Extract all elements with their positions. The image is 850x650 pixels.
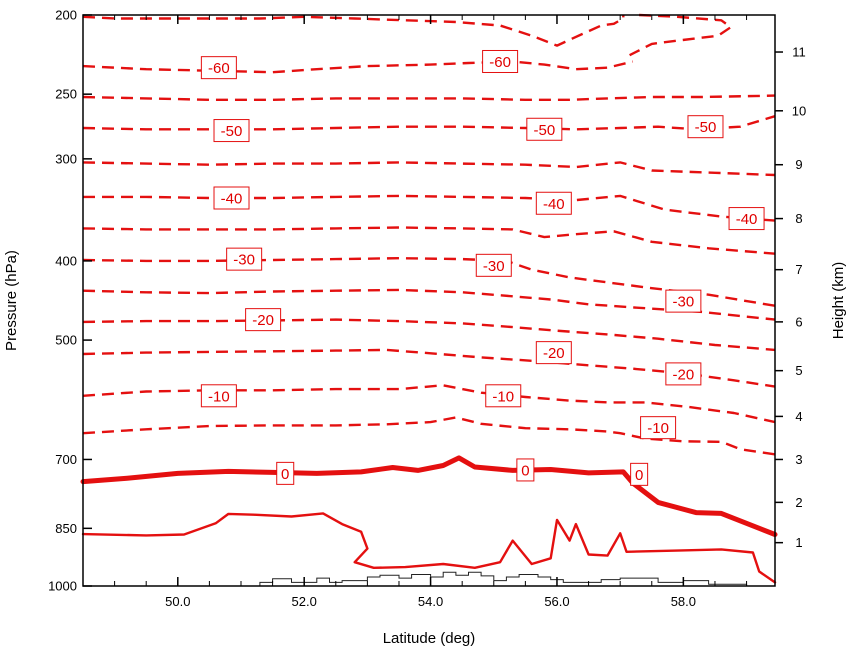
y2-tick-label: 3 <box>795 452 802 467</box>
y2-tick-label: 7 <box>795 262 802 277</box>
contour-label: -50 <box>221 123 243 140</box>
contour-label-box <box>213 119 250 143</box>
contour-label-box <box>213 186 250 210</box>
contour-label: 0 <box>635 467 643 484</box>
contour-label-box <box>226 247 263 271</box>
contour-line <box>82 318 776 352</box>
contour-label-box <box>276 461 295 485</box>
contour-line <box>82 226 776 255</box>
contour-label: -30 <box>483 258 505 275</box>
y2-tick-label: 9 <box>795 157 802 172</box>
contour-line <box>82 94 776 101</box>
contour-label-box <box>475 253 512 277</box>
y-axis-left: 200 250 300 400 500 700 850 1000 <box>48 8 92 594</box>
x-tick-label: 54.0 <box>418 594 443 609</box>
contour-label-box <box>535 191 572 215</box>
plot-frame <box>82 14 776 587</box>
x-axis: 50.0 52.0 54.0 56.0 58.0 <box>82 15 748 609</box>
contour-label: -20 <box>673 366 695 383</box>
contour-labels: -60 -60 -50 -50 -50 -40 -40 -40 -30 -30 -30 -20 -20 -… <box>200 49 765 486</box>
contour-line <box>82 115 776 131</box>
y-axis-right: 1 2 3 4 5 6 7 8 9 10 11 <box>775 45 806 550</box>
x-axis-title: Latitude (deg) <box>383 630 476 647</box>
y-tick-label: 500 <box>55 333 77 348</box>
contour-label: 0 <box>521 462 529 479</box>
contour-line <box>82 15 625 47</box>
y2-tick-label: 10 <box>792 103 806 118</box>
x-tick-label: 50.0 <box>165 594 190 609</box>
x-tick-label: 58.0 <box>671 594 696 609</box>
contour-label-box <box>535 341 572 365</box>
contour-label-box <box>665 289 702 313</box>
y2-tick-label: 2 <box>795 495 802 510</box>
contour-line <box>83 194 776 222</box>
contour-label-box <box>526 117 563 141</box>
contour-label-box <box>200 56 237 80</box>
contour-label-box <box>640 416 677 440</box>
contour-label: -40 <box>221 191 243 208</box>
contour-label: -60 <box>489 54 511 71</box>
y-tick-label: 850 <box>55 521 77 536</box>
contour-line <box>82 161 776 177</box>
y2-tick-label: 11 <box>792 45 806 60</box>
y2-tick-label: 6 <box>795 314 802 329</box>
terrain-line <box>259 571 748 586</box>
contour-label: -60 <box>208 60 230 77</box>
contour-label: -20 <box>543 345 565 362</box>
contour-label: -20 <box>252 312 274 329</box>
contour-label-box <box>665 362 702 386</box>
contour-line <box>82 416 776 456</box>
x-tick-label: 52.0 <box>292 594 317 609</box>
contour-label-box <box>728 207 765 231</box>
y2-tick-label: 8 <box>795 211 802 226</box>
contour-label-box <box>485 384 522 408</box>
contour-label-box <box>687 115 724 139</box>
contour-label-box <box>516 458 535 482</box>
contour-label: -10 <box>208 388 230 405</box>
contour-line <box>82 384 776 424</box>
contour-label: -40 <box>543 196 565 213</box>
contour-label: -30 <box>673 294 695 311</box>
y2-tick-label: 1 <box>795 535 802 550</box>
y-tick-label: 200 <box>55 8 77 23</box>
y-tick-label: 1000 <box>48 579 77 594</box>
contour-label: -50 <box>533 122 555 139</box>
contour-label-box <box>630 462 649 486</box>
y-axis-title: Pressure (hPa) <box>3 250 20 351</box>
contour-line <box>629 13 732 57</box>
contour-label: -40 <box>736 211 758 228</box>
y-tick-label: 700 <box>55 452 77 467</box>
contour-label-box <box>482 49 519 73</box>
contour-line <box>80 455 778 537</box>
y-tick-label: 400 <box>55 253 77 268</box>
contour-label-box <box>200 384 237 408</box>
contour-label: -10 <box>647 420 669 437</box>
y-tick-label: 250 <box>55 87 77 102</box>
contour-line <box>81 512 777 584</box>
y-tick-label: 300 <box>55 151 77 166</box>
y2-tick-label: 4 <box>795 409 802 424</box>
terrain-profile <box>259 571 748 586</box>
contour-label: -50 <box>695 119 717 136</box>
y2-axis-title: Height (km) <box>830 262 847 340</box>
contour-label: -30 <box>233 252 255 269</box>
x-tick-label: 56.0 <box>544 594 569 609</box>
contour-label: 0 <box>281 466 289 483</box>
y2-tick-label: 5 <box>795 363 802 378</box>
contour-label-box <box>245 308 282 332</box>
contour-label: -10 <box>492 388 514 405</box>
contour-line <box>82 60 634 74</box>
